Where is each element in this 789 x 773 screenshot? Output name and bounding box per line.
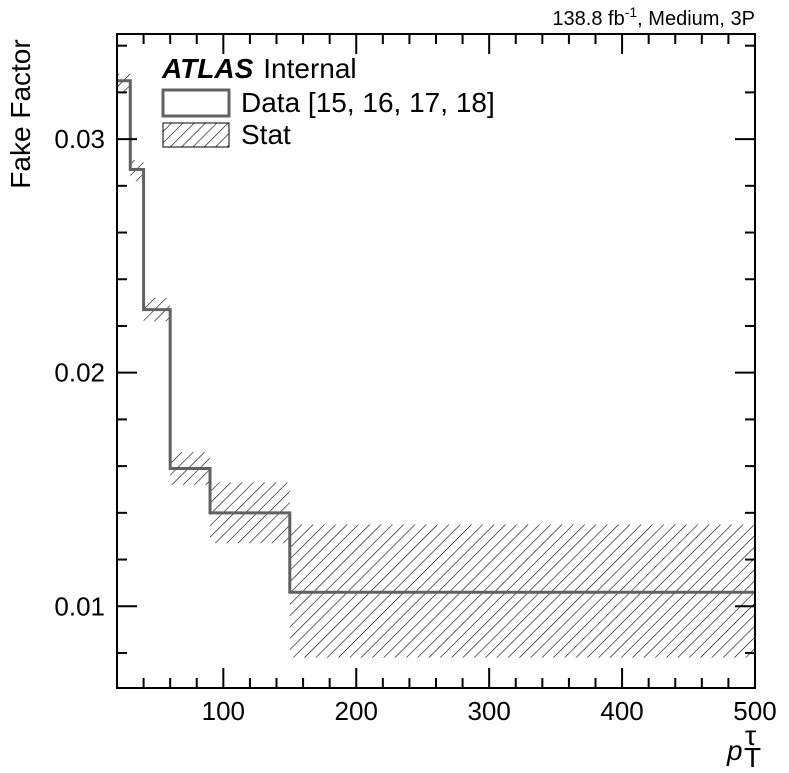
stat-bands xyxy=(117,73,755,658)
legend-data-swatch xyxy=(161,88,231,118)
x-tick-label-100: 100 xyxy=(202,696,245,726)
legend-stat-label: Stat xyxy=(241,119,291,150)
svg-text:p: p xyxy=(726,735,743,766)
x-tick-label-300: 300 xyxy=(467,696,510,726)
data-step-line xyxy=(117,79,755,594)
y-axis-title: Fake Factor xyxy=(5,39,36,188)
legend-data-label: Data [15, 16, 17, 18] xyxy=(241,87,495,118)
y-tick-label-1: 0.02 xyxy=(54,358,105,388)
x-axis-title: p τ T xyxy=(726,720,761,773)
y-axis-ticks: 0.01 0.02 0.03 xyxy=(54,44,755,654)
legend-stat-swatch xyxy=(162,122,230,148)
stat-band-0 xyxy=(117,73,131,93)
atlas-label: ATLAS Internal xyxy=(161,53,357,84)
x-tick-label-500: 500 xyxy=(733,696,776,726)
svg-text:τ: τ xyxy=(745,720,756,751)
y-tick-label-2: 0.03 xyxy=(54,124,105,154)
svg-text:T: T xyxy=(744,742,761,773)
luminosity-annotation: 138.8 fb-1, Medium, 3P xyxy=(552,4,755,30)
x-axis-ticks: 100 200 300 400 500 xyxy=(142,34,777,726)
legend: Data [15, 16, 17, 18] Stat xyxy=(161,87,495,150)
x-tick-label-200: 200 xyxy=(335,696,378,726)
y-tick-label-0: 0.01 xyxy=(54,591,105,621)
x-tick-label-400: 400 xyxy=(600,696,643,726)
